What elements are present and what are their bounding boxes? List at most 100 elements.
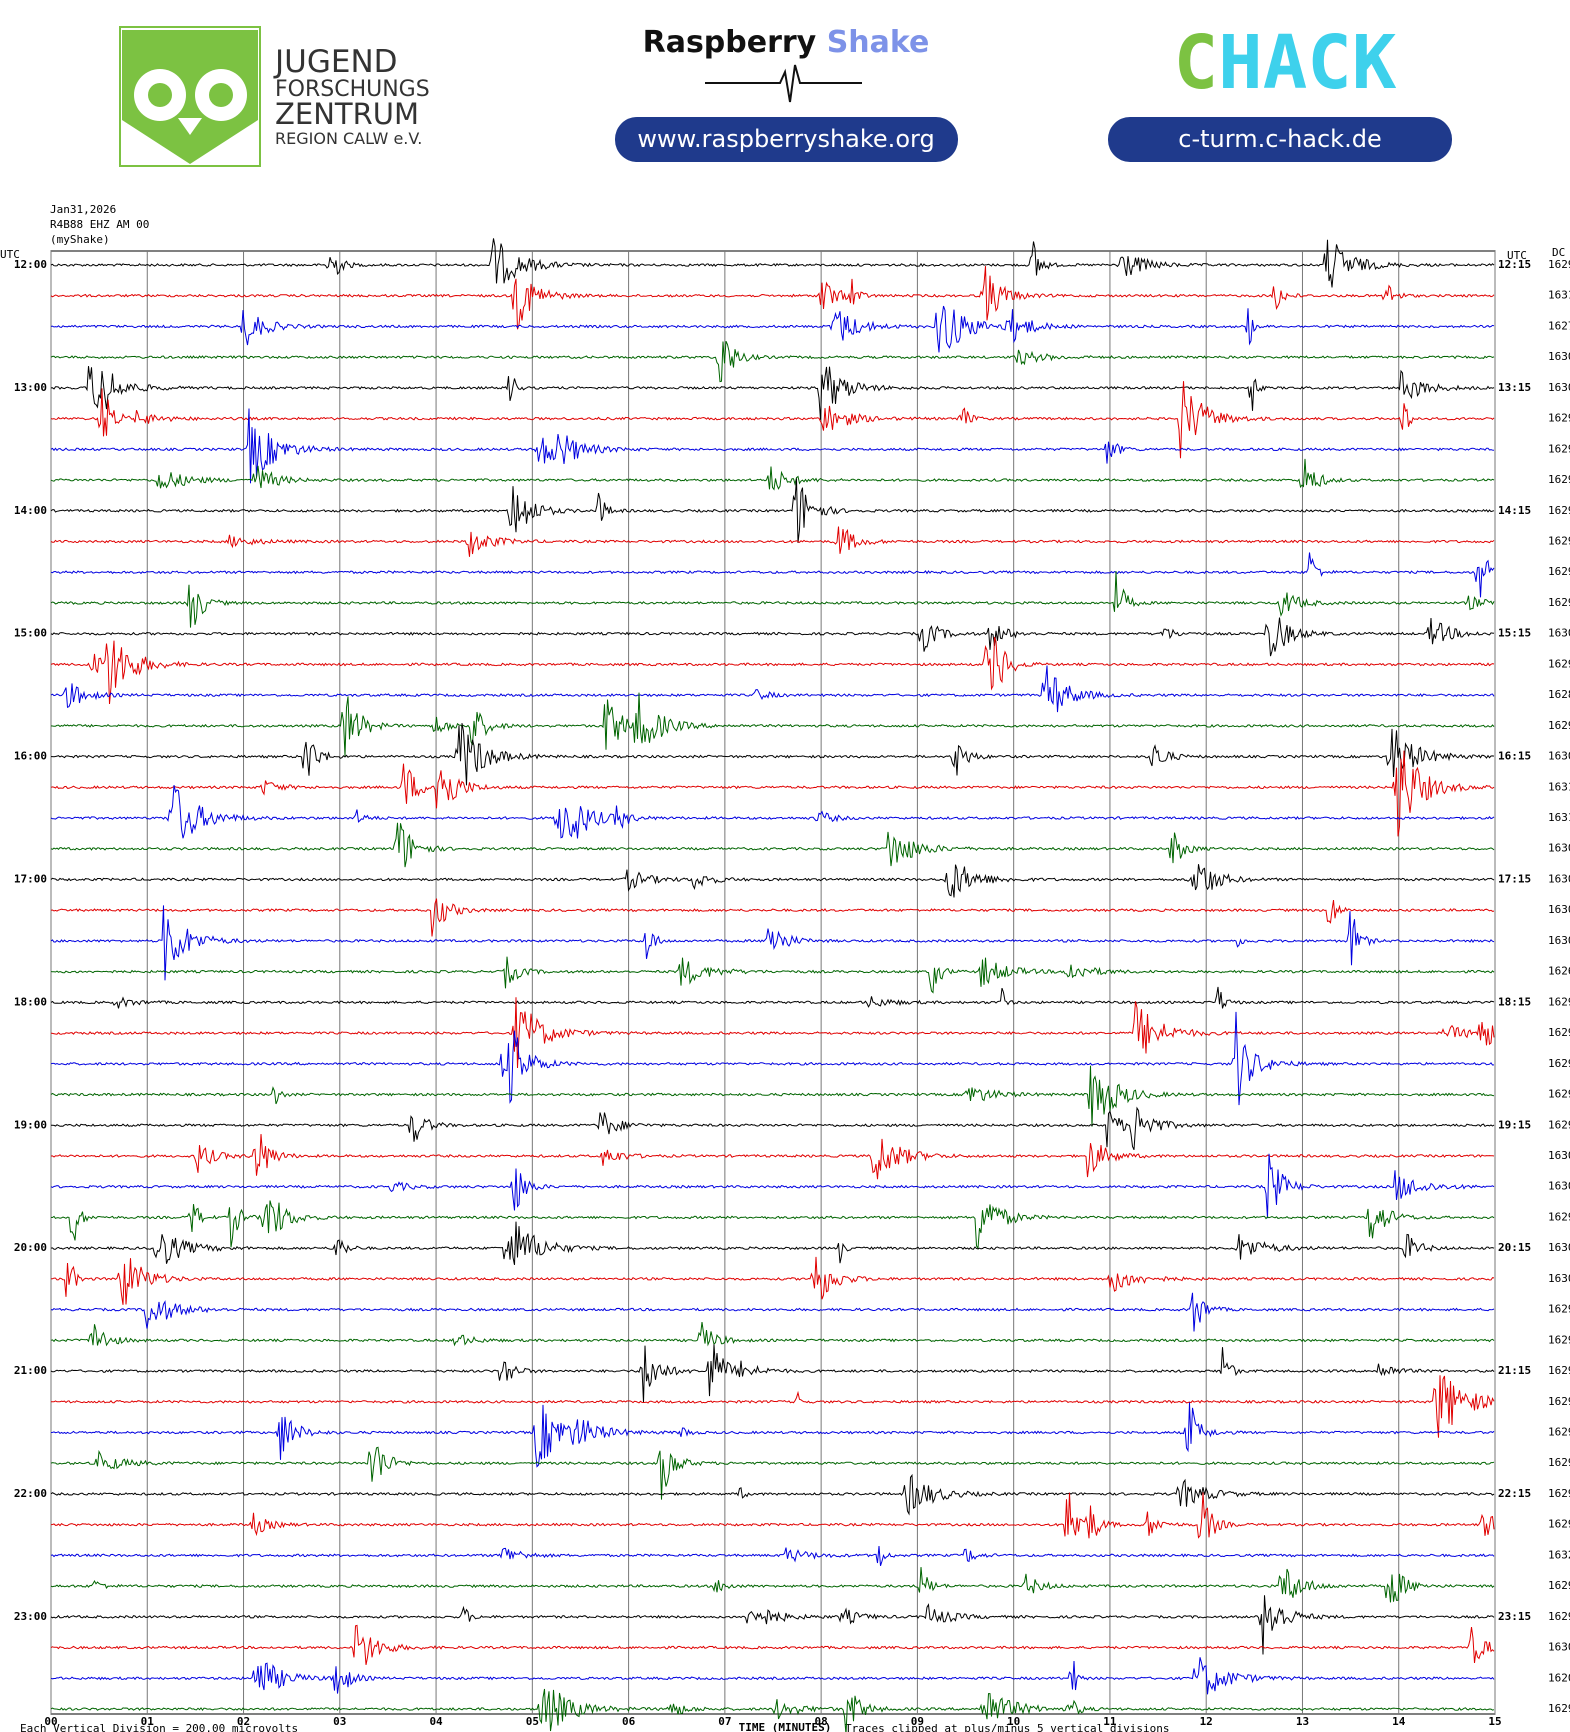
- dc-value: 16292: [1548, 657, 1570, 670]
- trace: [50, 478, 1495, 543]
- url: www.raspberryshake.org: [637, 125, 934, 153]
- trace: [51, 723, 1495, 786]
- trace: [50, 366, 1495, 420]
- time-label: 13:00: [14, 381, 47, 394]
- x-tick-label: 00: [44, 1715, 57, 1728]
- time-label: 15:15: [1498, 627, 1531, 640]
- trace: [50, 898, 1495, 937]
- dc-value: 16299: [1548, 1118, 1570, 1131]
- trace: [50, 1402, 1495, 1468]
- dc-value: 16296: [1548, 1487, 1570, 1500]
- x-tick-label: 08: [815, 1715, 828, 1728]
- trace: [50, 1256, 1495, 1305]
- time-label: 12:00: [14, 258, 47, 271]
- dc-value: 16299: [1548, 1579, 1570, 1592]
- time-label: 22:00: [14, 1487, 47, 1500]
- dc-value: 16315: [1548, 289, 1570, 302]
- trace: [50, 1011, 1495, 1106]
- url-pill: [1108, 117, 1452, 162]
- dc-value: 16296: [1548, 535, 1570, 548]
- dc-value: 16297: [1548, 596, 1570, 609]
- x-tick-label: 04: [429, 1715, 443, 1728]
- trace: [50, 238, 1495, 288]
- dc-value: 16208: [1548, 1671, 1570, 1684]
- dc-value: 16298: [1548, 412, 1570, 425]
- trace: [50, 617, 1495, 657]
- dc-value: 16292: [1548, 258, 1570, 271]
- dc-value: 16305: [1548, 842, 1570, 855]
- trace: [50, 692, 1495, 757]
- dc-value: 16297: [1548, 1395, 1570, 1408]
- dc-value: 16295: [1548, 1333, 1570, 1346]
- trace: [50, 408, 1495, 484]
- x-tick-label: 12: [1200, 1715, 1213, 1728]
- trace: [50, 381, 1495, 459]
- brand: Raspberry Shake: [643, 25, 930, 60]
- x-tick-label: 11: [1103, 1715, 1117, 1728]
- dc-value: 16321: [1548, 1548, 1570, 1561]
- dc-value: 16296: [1548, 995, 1570, 1008]
- time-label: 19:15: [1498, 1118, 1531, 1131]
- org-line: JUGEND: [273, 44, 398, 80]
- x-tick-label: 01: [141, 1715, 155, 1728]
- org-line: REGION CALW e.V.: [275, 129, 422, 148]
- time-label: 23:00: [14, 1610, 47, 1623]
- footer: Each Vertical Division = 200.00 microvol…: [20, 1722, 298, 1732]
- trace: [50, 1492, 1495, 1539]
- time-label: 16:15: [1498, 750, 1531, 763]
- time-label: 17:00: [14, 872, 47, 885]
- dc-value: 16297: [1548, 1518, 1570, 1531]
- dc-value: 16298: [1548, 1702, 1570, 1715]
- dc-value: 16294: [1548, 504, 1570, 517]
- dc-value: 16301: [1548, 934, 1570, 947]
- dc-value: 16314: [1548, 811, 1570, 824]
- trace: [50, 1221, 1495, 1265]
- x-tick-label: 03: [333, 1715, 346, 1728]
- trace: [50, 1446, 1495, 1500]
- dc-value: 16297: [1548, 1026, 1570, 1039]
- dc-value: 16290: [1548, 473, 1570, 486]
- trace: [50, 665, 1495, 713]
- trace: [50, 1473, 1495, 1516]
- time-label: 14:15: [1498, 504, 1531, 517]
- time-label: 18:15: [1498, 995, 1531, 1008]
- trace: [50, 458, 1495, 491]
- time-label: 20:00: [14, 1241, 47, 1254]
- chack-logo: CHACK: [1174, 20, 1397, 106]
- dc-value: 16304: [1548, 350, 1570, 363]
- dc-value: 16301: [1548, 903, 1570, 916]
- dc-value: 16315: [1548, 780, 1570, 793]
- trace: [50, 1200, 1495, 1251]
- dc-value: 16307: [1548, 872, 1570, 885]
- trace: [50, 1153, 1495, 1219]
- trace: [50, 1657, 1495, 1695]
- trace: [50, 1106, 1495, 1151]
- x-tick-label: 14: [1392, 1715, 1406, 1728]
- dc-value: 16297: [1548, 1057, 1570, 1070]
- dc-value: 16297: [1548, 719, 1570, 732]
- dc-value: 16297: [1548, 1456, 1570, 1469]
- dc-value: 16300: [1548, 1272, 1570, 1285]
- x-tick-label: 15: [1488, 1715, 1501, 1728]
- trace: [50, 1375, 1495, 1438]
- trace: [50, 986, 1495, 1009]
- dc-value: 16297: [1548, 1303, 1570, 1316]
- dc-value: 16267: [1548, 965, 1570, 978]
- time-label: 13:15: [1498, 381, 1531, 394]
- trace: [50, 1624, 1495, 1665]
- chack-rest: HACK: [1218, 20, 1397, 106]
- dc-value: 16277: [1548, 319, 1570, 332]
- trace: [50, 956, 1495, 994]
- trace: [50, 1344, 1495, 1403]
- trace: [50, 552, 1495, 598]
- time-label: 18:00: [14, 995, 47, 1008]
- dc-value: 16301: [1548, 1149, 1570, 1162]
- trace: [50, 305, 1495, 353]
- trace: [50, 750, 1495, 837]
- x-axis-label: TIME (MINUTES): [739, 1721, 832, 1732]
- dc-value: 16293: [1548, 565, 1570, 578]
- dc-value: 16303: [1548, 627, 1570, 640]
- brand-b: Shake: [827, 25, 930, 60]
- trace: [50, 905, 1495, 981]
- trace: [50, 636, 1495, 705]
